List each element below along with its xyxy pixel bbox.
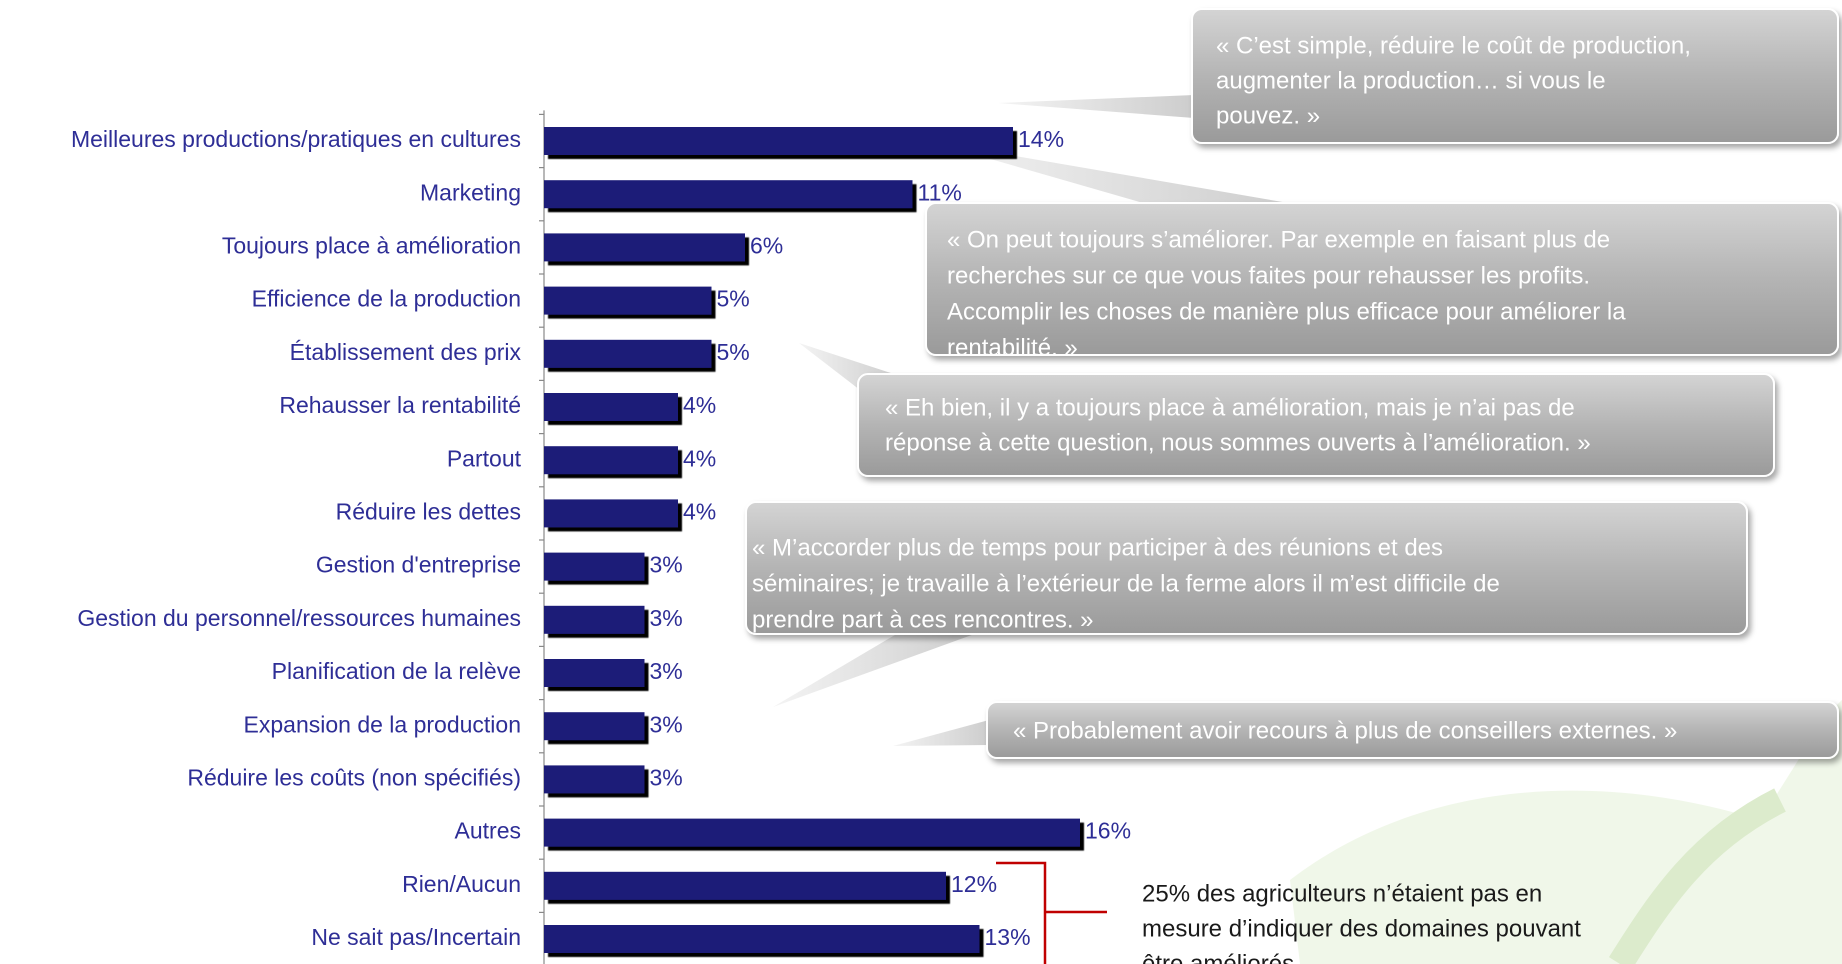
category-label: Réduire les dettes [336, 498, 521, 524]
callout-text: « C’est simple, réduire le coût de produ… [1216, 32, 1691, 59]
bar [544, 446, 678, 475]
category-label: Planification de la relève [272, 658, 521, 684]
background-logo [1608, 788, 1786, 964]
bar [544, 818, 1080, 847]
callout-text: « M’accorder plus de temps pour particip… [752, 534, 1443, 561]
value-label: 5% [717, 339, 750, 365]
note-text: être améliorés. [1142, 950, 1301, 964]
background-logo [1290, 700, 1842, 964]
bar [544, 712, 645, 741]
category-label: Établissement des prix [290, 339, 522, 365]
callout-box [745, 501, 1748, 635]
bar [544, 552, 645, 581]
bar [544, 871, 946, 900]
value-label: 16% [1085, 818, 1131, 844]
value-label: 11% [918, 179, 962, 205]
category-label: Partout [447, 445, 522, 471]
category-label: Meilleures productions/pratiques en cult… [71, 126, 521, 152]
value-label: 12% [951, 871, 997, 897]
value-label: 3% [650, 764, 683, 790]
bar [544, 499, 678, 528]
callout-text: « Eh bien, il y a toujours place à améli… [885, 394, 1575, 421]
bar [544, 233, 745, 262]
callout-text: « On peut toujours s’améliorer. Par exem… [947, 226, 1610, 253]
value-label: 3% [650, 605, 683, 631]
category-label: Rien/Aucun [402, 871, 521, 897]
note: 25% des agriculteurs n’étaient pas en mes… [996, 861, 1581, 964]
callout-text: rentabilité. » [947, 334, 1078, 361]
category-label: Marketing [420, 179, 521, 205]
bar [544, 127, 1013, 155]
note-text: mesure d’indiquer des domaines pouvant [1142, 915, 1581, 942]
callout-pointer [928, 141, 1300, 205]
callout-box [857, 373, 1775, 477]
callouts: « C’est simple, réduire le coût de produ… [745, 8, 1839, 759]
callout-text: recherches sur ce que vous faites pour r… [947, 262, 1590, 289]
value-label: 5% [717, 286, 750, 312]
value-label: 3% [650, 658, 683, 684]
callout-box [986, 701, 1839, 759]
callout: « On peut toujours s’améliorer. Par exem… [925, 141, 1839, 361]
category-label: Réduire les coûts (non spécifiés) [187, 764, 521, 790]
value-label: 14% [1018, 126, 1064, 152]
callout-text: pouvez. » [1216, 102, 1320, 129]
callout: « Eh bien, il y a toujours place à améli… [799, 343, 1775, 477]
category-label: Toujours place à amélioration [222, 232, 521, 258]
bar [544, 393, 678, 421]
value-label: 3% [650, 711, 683, 737]
bar [544, 286, 712, 315]
callout-text: réponse à cette question, nous sommes ou… [885, 429, 1591, 456]
bar [544, 339, 712, 368]
callout-text: prendre part à ces rencontres. » [752, 606, 1094, 633]
category-label: Expansion de la production [244, 711, 521, 737]
callout-text: « Probablement avoir recours à plus de c… [1013, 717, 1677, 744]
bar [544, 180, 913, 209]
value-label: 4% [683, 445, 716, 471]
value-label: 4% [683, 498, 716, 524]
category-label: Gestion d'entreprise [316, 552, 521, 578]
category-label: Autres [455, 818, 521, 844]
bar [544, 605, 645, 634]
callout-pointer [893, 720, 989, 746]
callout: « M’accorder plus de temps pour particip… [745, 501, 1748, 707]
callout-text: Accomplir les choses de manière plus eff… [947, 298, 1626, 325]
bar [544, 925, 980, 953]
callout-box [925, 202, 1839, 356]
callout-text: séminaires; je travaille à l’extérieur d… [752, 570, 1500, 597]
callout-pointer [998, 95, 1194, 118]
callout: « Probablement avoir recours à plus de c… [893, 701, 1839, 759]
category-label: Efficience de la production [252, 286, 521, 312]
note-text: 25% des agriculteurs n’étaient pas en [1142, 880, 1542, 907]
callout-text: augmenter la production… si vous le [1216, 67, 1606, 94]
category-label: Gestion du personnel/ressources humaines [77, 605, 521, 631]
category-label: Ne sait pas/Incertain [311, 924, 521, 950]
category-label: Rehausser la rentabilité [279, 392, 521, 418]
plot: Meilleures productions/pratiques en cult… [71, 110, 1131, 964]
bar [544, 765, 645, 794]
bracket [996, 861, 1107, 964]
callout: « C’est simple, réduire le coût de produ… [998, 8, 1839, 144]
callout-pointer [773, 632, 980, 707]
bar [544, 659, 645, 687]
value-label: 13% [985, 924, 1031, 950]
value-label: 6% [750, 232, 783, 258]
value-label: 3% [650, 552, 683, 578]
callout-box [1191, 8, 1839, 144]
value-label: 4% [683, 392, 716, 418]
